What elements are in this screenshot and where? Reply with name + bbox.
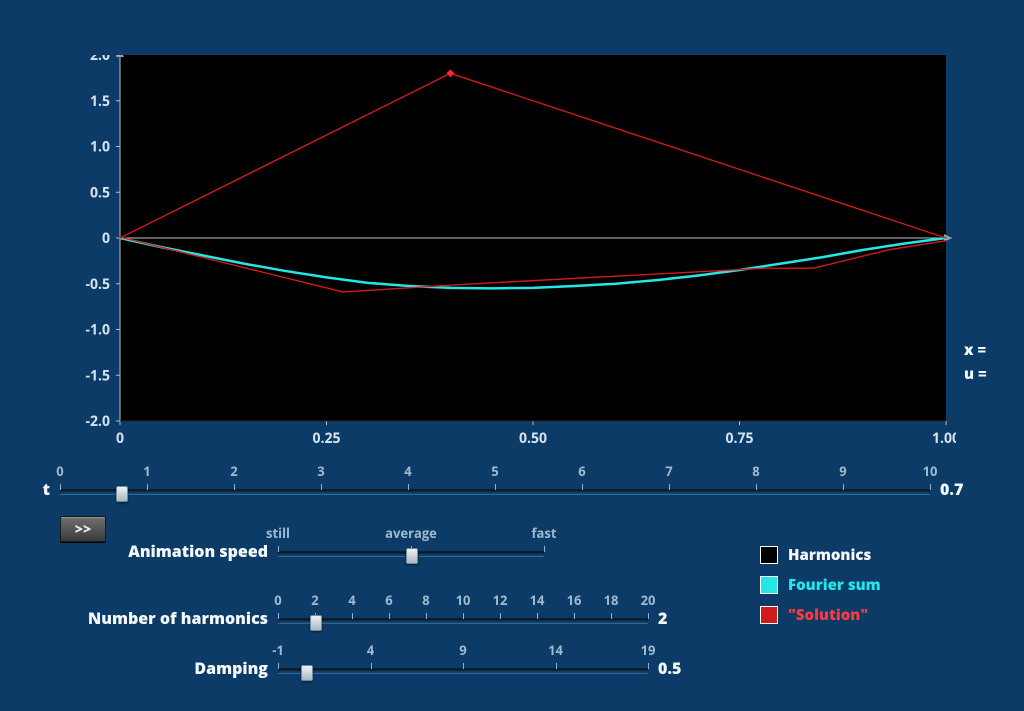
slider-harmonics-knob[interactable] — [310, 615, 322, 631]
slider-speed-ticklabel: average — [385, 524, 437, 542]
slider-harmonics-value: 2 — [658, 607, 667, 629]
slider-damping-ticklabel: 19 — [641, 641, 656, 659]
legend-label: Harmonics — [788, 545, 871, 565]
slider-t-ticklabel: 6 — [578, 462, 585, 480]
slider-harmonics-ticklabel: 8 — [422, 591, 429, 609]
slider-harmonics-ticklabel: 14 — [530, 591, 545, 609]
slider-t-ticklabel: 10 — [923, 462, 938, 480]
svg-text:-1.5: -1.5 — [85, 366, 110, 385]
svg-text:-0.5: -0.5 — [85, 275, 110, 294]
slider-t-knob[interactable] — [116, 486, 128, 502]
slider-damping-ticklabel: 4 — [367, 641, 374, 659]
chart[interactable]: -2.0 -1.5 -1.0 -0.5 0 0.5 1.0 1.5 2.0 0 0.25 0.50 0.… — [70, 55, 956, 451]
slider-t-ticklabel: 9 — [839, 462, 846, 480]
slider-t-label: t — [26, 478, 50, 500]
svg-text:0: 0 — [102, 229, 110, 248]
slider-t-ticklabel: 2 — [230, 462, 237, 480]
slider-t-value: 0.7 — [940, 478, 963, 500]
legend-item: Fourier sum — [760, 570, 881, 600]
slider-speed[interactable] — [278, 542, 544, 562]
svg-text:2.0: 2.0 — [90, 55, 110, 65]
slider-harmonics-ticklabel: 6 — [385, 591, 392, 609]
slider-harmonics-ticklabel: 16 — [567, 591, 582, 609]
slider-damping-label: Damping — [182, 657, 268, 679]
slider-damping-knob[interactable] — [301, 665, 313, 681]
chart-container: -2.0 -1.5 -1.0 -0.5 0 0.5 1.0 1.5 2.0 0 0.25 0.50 0.… — [70, 55, 956, 451]
slider-damping[interactable] — [278, 659, 648, 679]
slider-t-ticklabel: 0 — [56, 462, 63, 480]
slider-speed-ticklabel: fast — [532, 524, 557, 542]
svg-text:-2.0: -2.0 — [85, 412, 110, 431]
legend: Harmonics Fourier sum "Solution" — [760, 540, 881, 630]
svg-text:0.25: 0.25 — [312, 429, 340, 448]
svg-text:1.00: 1.00 — [932, 429, 956, 448]
slider-harmonics-ticklabel: 4 — [348, 591, 355, 609]
slider-t-ticklabel: 4 — [404, 462, 411, 480]
slider-speed-ticklabel: still — [266, 524, 290, 542]
slider-harmonics[interactable] — [278, 609, 648, 629]
slider-t-ticklabel: 1 — [143, 462, 150, 480]
svg-text:1.5: 1.5 — [90, 92, 110, 111]
slider-damping-value: 0.5 — [658, 657, 681, 679]
slider-harmonics-ticklabel: 10 — [456, 591, 471, 609]
slider-damping-ticklabel: 9 — [459, 641, 466, 659]
slider-damping-ticklabel: 14 — [548, 641, 563, 659]
slider-harmonics-label: Number of harmonics — [70, 607, 268, 629]
slider-harmonics-ticklabel: 20 — [641, 591, 656, 609]
legend-label: Fourier sum — [788, 575, 881, 595]
legend-swatch — [760, 606, 778, 624]
legend-label: "Solution" — [788, 605, 868, 625]
svg-text:1.0: 1.0 — [90, 138, 110, 157]
slider-harmonics-ticklabel: 18 — [604, 591, 619, 609]
slider-t-ticklabel: 5 — [491, 462, 498, 480]
slider-damping-ticklabel: -1 — [272, 641, 284, 659]
svg-text:0.5: 0.5 — [90, 183, 110, 202]
readout-x: x = — [964, 340, 987, 360]
svg-text:-1.0: -1.0 — [85, 321, 110, 340]
slider-t-ticklabel: 3 — [317, 462, 324, 480]
readout-u: u = — [964, 364, 987, 384]
svg-text:0.75: 0.75 — [725, 429, 753, 448]
slider-t-ticklabel: 8 — [752, 462, 759, 480]
play-button[interactable]: >> — [60, 516, 106, 542]
svg-text:0.50: 0.50 — [519, 429, 547, 448]
legend-item: "Solution" — [760, 600, 881, 630]
play-button-label: >> — [75, 520, 91, 539]
slider-harmonics-ticklabel: 12 — [493, 591, 508, 609]
legend-item: Harmonics — [760, 540, 881, 570]
svg-text:0: 0 — [116, 429, 124, 448]
legend-swatch — [760, 576, 778, 594]
slider-speed-label: Animation speed — [118, 540, 268, 562]
readout: x = u = — [964, 340, 987, 384]
slider-speed-knob[interactable] — [406, 548, 418, 564]
slider-t-ticklabel: 7 — [665, 462, 672, 480]
legend-swatch — [760, 546, 778, 564]
slider-harmonics-ticklabel: 0 — [274, 591, 281, 609]
slider-t[interactable] — [60, 480, 930, 500]
slider-harmonics-ticklabel: 2 — [311, 591, 318, 609]
